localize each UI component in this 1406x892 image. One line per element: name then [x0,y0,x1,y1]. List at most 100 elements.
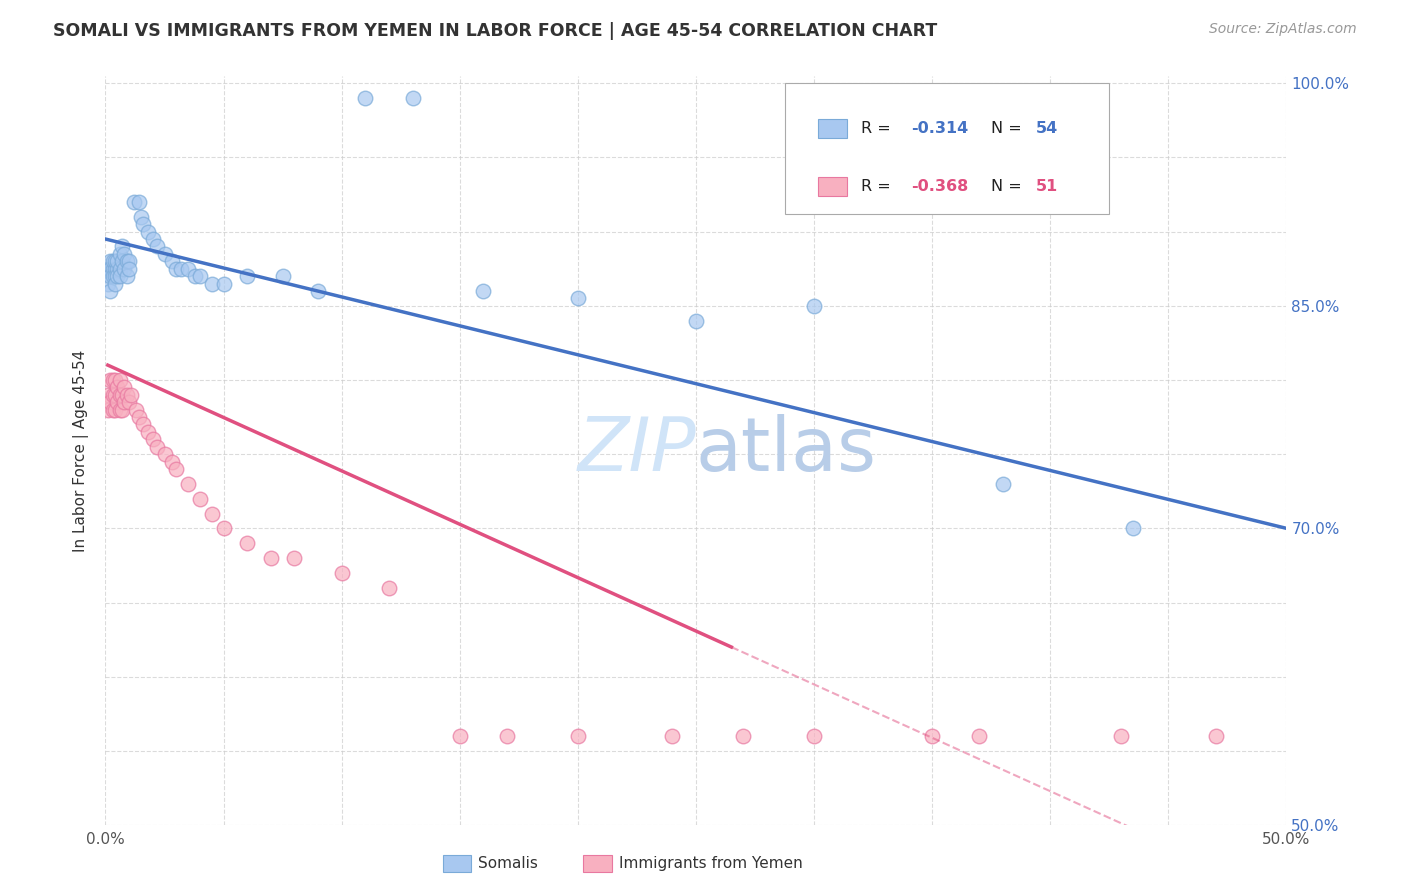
Point [97,261,120,276]
Text: R =: R = [862,178,896,194]
Point [112,261,135,276]
Point [101,254,124,268]
FancyBboxPatch shape [818,177,848,195]
Point [104,402,127,417]
Point [111,239,134,253]
Text: 54: 54 [1036,121,1059,136]
Point [128,194,150,209]
Point [112,380,135,394]
Point [188,491,211,506]
Point [472,284,495,298]
Point [378,581,401,595]
Point [108,388,131,402]
Text: SOMALI VS IMMIGRANTS FROM YEMEN IN LABOR FORCE | AGE 45-54 CORRELATION CHART: SOMALI VS IMMIGRANTS FROM YEMEN IN LABOR… [53,22,938,40]
Text: Somalis: Somalis [478,856,538,871]
FancyBboxPatch shape [785,83,1109,214]
Point [921,729,943,743]
Point [101,388,124,402]
Point [111,254,134,268]
Point [105,254,128,268]
Point [105,269,128,284]
Text: Immigrants from Yemen: Immigrants from Yemen [619,856,803,871]
Point [104,269,127,284]
Point [165,462,187,476]
Point [661,729,683,743]
Point [128,410,150,425]
FancyBboxPatch shape [818,120,848,138]
Point [170,261,193,276]
Point [108,261,131,276]
Point [969,729,991,743]
Point [271,269,294,284]
Point [991,476,1014,491]
Text: N =: N = [991,121,1028,136]
Point [160,454,183,468]
Point [212,277,235,291]
Point [142,232,165,246]
Point [104,373,127,387]
Point [97,388,120,402]
Point [115,269,138,284]
Point [260,551,283,566]
Point [108,247,131,261]
Point [165,261,187,276]
Point [104,261,127,276]
Point [98,261,121,276]
Text: -0.314: -0.314 [911,121,969,136]
Point [111,388,134,402]
Text: R =: R = [862,121,896,136]
Text: -0.368: -0.368 [911,178,969,194]
Point [98,254,121,268]
Point [153,247,176,261]
Point [496,729,519,743]
Point [118,254,141,268]
Text: 51: 51 [1036,178,1059,194]
Text: atlas: atlas [696,414,877,487]
Point [101,261,124,276]
Point [307,284,329,298]
Point [1122,521,1144,535]
Point [177,476,200,491]
Point [105,380,128,394]
Point [449,729,471,743]
Point [122,194,145,209]
Point [118,395,141,409]
Point [1205,729,1227,743]
Point [146,239,169,253]
Point [105,395,128,409]
Point [101,373,124,387]
Point [98,284,121,298]
Point [132,217,155,231]
Point [354,91,377,105]
Point [101,269,124,284]
Point [105,261,128,276]
Point [132,417,155,432]
Point [283,551,305,566]
Point [108,269,131,284]
Point [136,225,159,239]
Point [236,536,259,550]
Point [111,402,134,417]
Point [567,292,589,306]
Point [108,373,131,387]
Point [160,254,183,268]
Point [567,729,589,743]
Point [98,395,121,409]
Point [125,402,148,417]
Point [97,277,120,291]
Point [803,299,825,313]
Point [104,388,127,402]
Point [201,277,224,291]
Point [153,447,176,461]
Point [112,395,135,409]
Point [108,402,131,417]
Point [177,261,200,276]
Point [803,729,825,743]
Text: ZIP: ZIP [578,415,696,486]
Point [129,210,152,224]
Point [401,91,423,105]
Point [733,729,755,743]
Point [104,254,127,268]
Point [115,388,138,402]
Point [212,521,235,535]
